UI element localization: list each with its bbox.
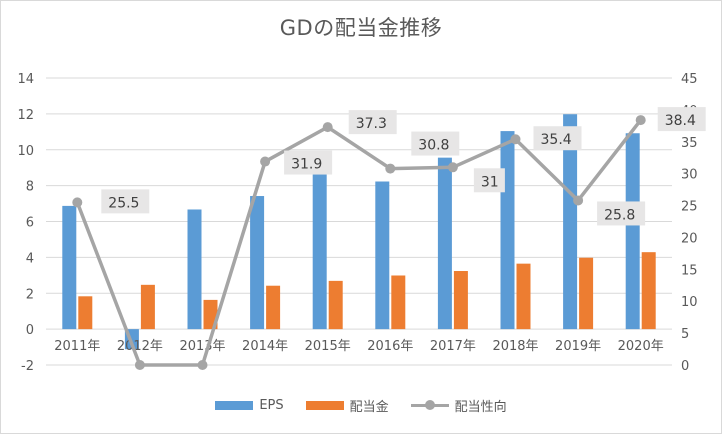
- x-axis-tick-label: 2015年: [305, 339, 351, 354]
- right-axis-tick-label: 10: [681, 295, 698, 310]
- data-label-box: [657, 107, 706, 132]
- left-axis-tick-label: 8: [26, 180, 34, 195]
- left-axis-tick-label: 4: [26, 251, 34, 266]
- left-axis-tick-label: 14: [17, 72, 34, 87]
- left-axis-tick-label: 10: [17, 144, 34, 159]
- eps-bar: [563, 114, 578, 330]
- eps-bar: [375, 181, 390, 330]
- data-label-box: [348, 110, 397, 135]
- left-axis-tick-label: 2: [26, 287, 34, 302]
- x-axis-tick-label: 2019年: [555, 339, 601, 354]
- legend-swatch-payout-ratio: [410, 399, 449, 410]
- eps-bar: [62, 205, 77, 330]
- x-axis-tick-label: 2017年: [430, 339, 476, 354]
- eps-bar: [250, 196, 265, 330]
- legend: EPS 配当金 配当性向: [0, 395, 722, 415]
- dividend-bar: [516, 263, 531, 330]
- right-axis-tick-label: 45: [681, 72, 698, 87]
- payout-ratio-line: [75, 119, 643, 367]
- legend-swatch-dividend: [305, 400, 344, 410]
- chart-title: GDの配当金推移: [279, 16, 443, 40]
- legend-label-payout-ratio: 配当性向: [454, 399, 507, 415]
- x-axis-tick-label: 2020年: [618, 339, 664, 354]
- payout-ratio-point: [635, 115, 646, 126]
- payout-ratio-point: [322, 122, 333, 133]
- x-axis-tick-label: 2018年: [492, 339, 538, 354]
- dividend-bar: [391, 275, 406, 330]
- left-axis-tick-label: -2: [21, 359, 34, 374]
- payout-ratio-data-label: 35.4: [541, 132, 572, 148]
- eps-bar: [437, 157, 452, 330]
- data-label-box: [533, 126, 582, 151]
- data-label-box: [101, 189, 150, 214]
- right-axis-tick-label: 15: [681, 263, 698, 278]
- data-label-box: [284, 150, 333, 175]
- eps-bar: [187, 209, 202, 330]
- left-axis-tick-label: 0: [26, 323, 34, 338]
- payout-ratio-data-label: 31.9: [291, 157, 322, 173]
- payout-ratio-data-label: 25.5: [108, 195, 139, 211]
- payout-ratio-data-label: 25.8: [604, 207, 635, 223]
- payout-ratio-point: [385, 163, 396, 174]
- payout-ratio-point: [72, 197, 83, 208]
- left-axis-tick-label: 12: [17, 108, 34, 123]
- payout-ratio-data-label: 38.4: [665, 113, 696, 129]
- payout-ratio-data-label: 31: [481, 174, 499, 190]
- eps-bar: [312, 166, 327, 330]
- payout-ratio-point: [573, 195, 584, 206]
- data-label-box: [597, 201, 646, 226]
- right-axis-tick-label: 25: [681, 200, 698, 215]
- payout-ratio-data-label: 37.3: [356, 116, 387, 132]
- payout-ratio-data-label: 30.8: [418, 138, 449, 154]
- dividend-bar: [266, 285, 281, 330]
- x-axis-tick-label: 2016年: [367, 339, 413, 354]
- dividend-bar: [579, 257, 594, 330]
- x-axis-tick-label: 2013年: [179, 339, 225, 354]
- right-axis-tick-label: 30: [681, 168, 698, 183]
- eps-bar: [625, 133, 640, 330]
- dividend-bar: [328, 280, 343, 330]
- payout-ratio-point: [134, 360, 145, 370]
- payout-ratio-point: [447, 162, 458, 173]
- legend-label-dividend: 配当金: [349, 399, 389, 415]
- payout-ratio-point: [260, 156, 271, 167]
- eps-bar: [500, 131, 515, 330]
- legend-swatch-eps: [215, 400, 254, 410]
- payout-ratio-point: [510, 134, 521, 145]
- legend-label-eps: EPS: [259, 397, 284, 413]
- payout-ratio-point: [197, 360, 208, 370]
- dividend-bar: [641, 252, 656, 330]
- legend-item-dividend: 配当金: [305, 396, 389, 415]
- dividend-bar: [453, 271, 468, 330]
- data-label-box: [411, 131, 460, 156]
- legend-item-eps: EPS: [215, 397, 284, 413]
- left-axis-tick-label: 6: [26, 216, 34, 231]
- right-axis-tick-label: 35: [681, 136, 698, 151]
- legend-item-payout-ratio: 配当性向: [410, 396, 507, 415]
- x-axis-tick-label: 2014年: [242, 339, 288, 354]
- x-axis-tick-label: 2011年: [54, 339, 100, 354]
- x-axis-tick-label: 2012年: [117, 339, 163, 354]
- right-axis-tick-label: 5: [681, 327, 689, 342]
- right-axis-tick-label: 20: [681, 231, 698, 246]
- dividend-bar: [140, 284, 155, 330]
- right-axis-tick-label: 0: [681, 359, 689, 374]
- dividend-bar: [78, 296, 93, 330]
- data-label-box: [473, 168, 505, 193]
